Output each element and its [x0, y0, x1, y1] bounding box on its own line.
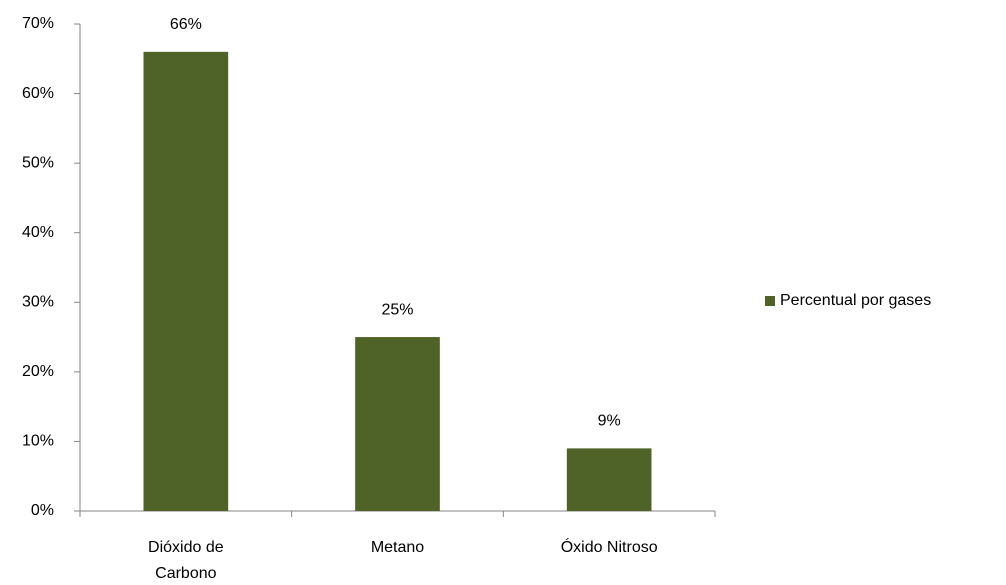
x-tick-label: Metano — [370, 539, 425, 556]
y-tick-label: 10% — [22, 433, 54, 450]
data-label: 9% — [598, 413, 621, 430]
y-tick-label: 60% — [22, 85, 54, 102]
y-tick-label: 70% — [22, 15, 54, 32]
y-tick-label: 40% — [22, 224, 54, 241]
x-tick-label: Dióxido de Carbono — [148, 539, 224, 582]
x-tick-label: Óxido Nitroso — [560, 539, 658, 556]
data-label: 25% — [381, 301, 413, 318]
bar — [355, 337, 440, 511]
y-tick-label: 20% — [22, 363, 54, 380]
data-label: 66% — [170, 16, 202, 33]
y-tick-label: 30% — [22, 294, 54, 311]
legend-label: Percentual por gases — [780, 292, 931, 309]
y-tick-label: 0% — [31, 502, 54, 519]
bar — [143, 51, 229, 511]
bar — [566, 448, 652, 511]
legend-swatch — [765, 296, 775, 306]
y-tick-label: 50% — [22, 154, 54, 171]
